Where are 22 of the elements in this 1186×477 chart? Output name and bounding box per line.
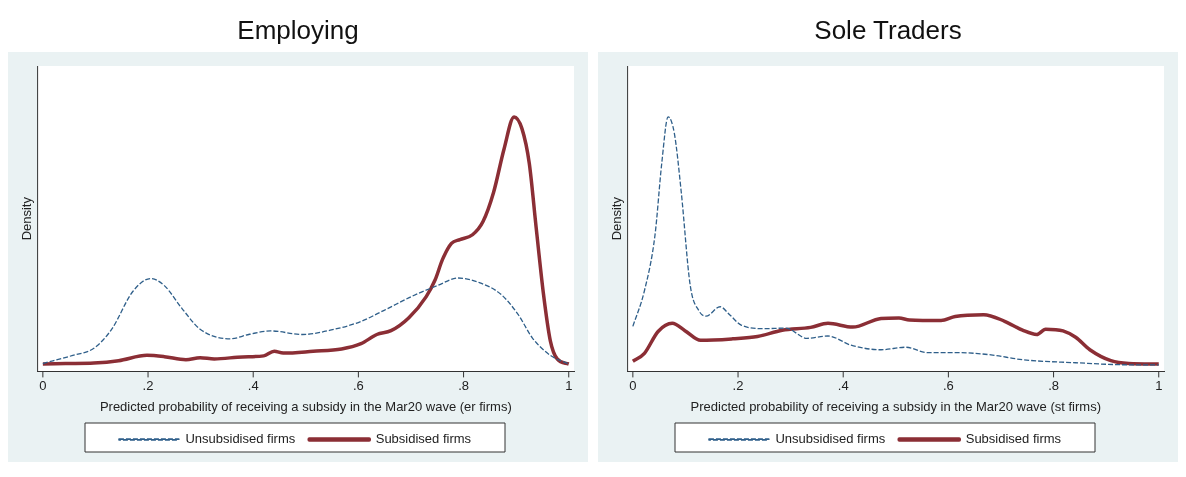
x-tick-label: .2	[732, 378, 744, 394]
x-axis-title: Predicted probability of receiving a subsidy in the Mar20 wave (er firms)	[99, 398, 512, 414]
legend-label: Subsidised firms	[965, 431, 1062, 447]
x-tick-label: 1	[565, 378, 573, 394]
legend-label: Unsubsidised firms	[775, 431, 886, 447]
x-tick-label: .4	[837, 378, 849, 394]
legend-label: Subsidised firms	[375, 431, 472, 447]
chart-title: Sole Traders	[813, 14, 963, 47]
chart-title: Employing	[236, 14, 360, 47]
x-tick-label: .2	[142, 378, 154, 394]
y-axis-title: Density	[609, 196, 625, 241]
x-tick-label: .6	[352, 378, 364, 394]
x-tick-label: .6	[942, 378, 954, 394]
x-tick-label: 0	[39, 378, 47, 394]
x-tick-label: 1	[1155, 378, 1163, 394]
x-axis-title: Predicted probability of receiving a subsidy in the Mar20 wave (st firms)	[690, 398, 1101, 414]
x-tick-label: 0	[629, 378, 637, 394]
x-tick-label: .8	[458, 378, 469, 394]
legend-label: Unsubsidised firms	[185, 431, 296, 447]
x-tick-label: .8	[1048, 378, 1059, 394]
x-tick-label: .4	[247, 378, 259, 394]
y-axis-title: Density	[19, 196, 35, 241]
